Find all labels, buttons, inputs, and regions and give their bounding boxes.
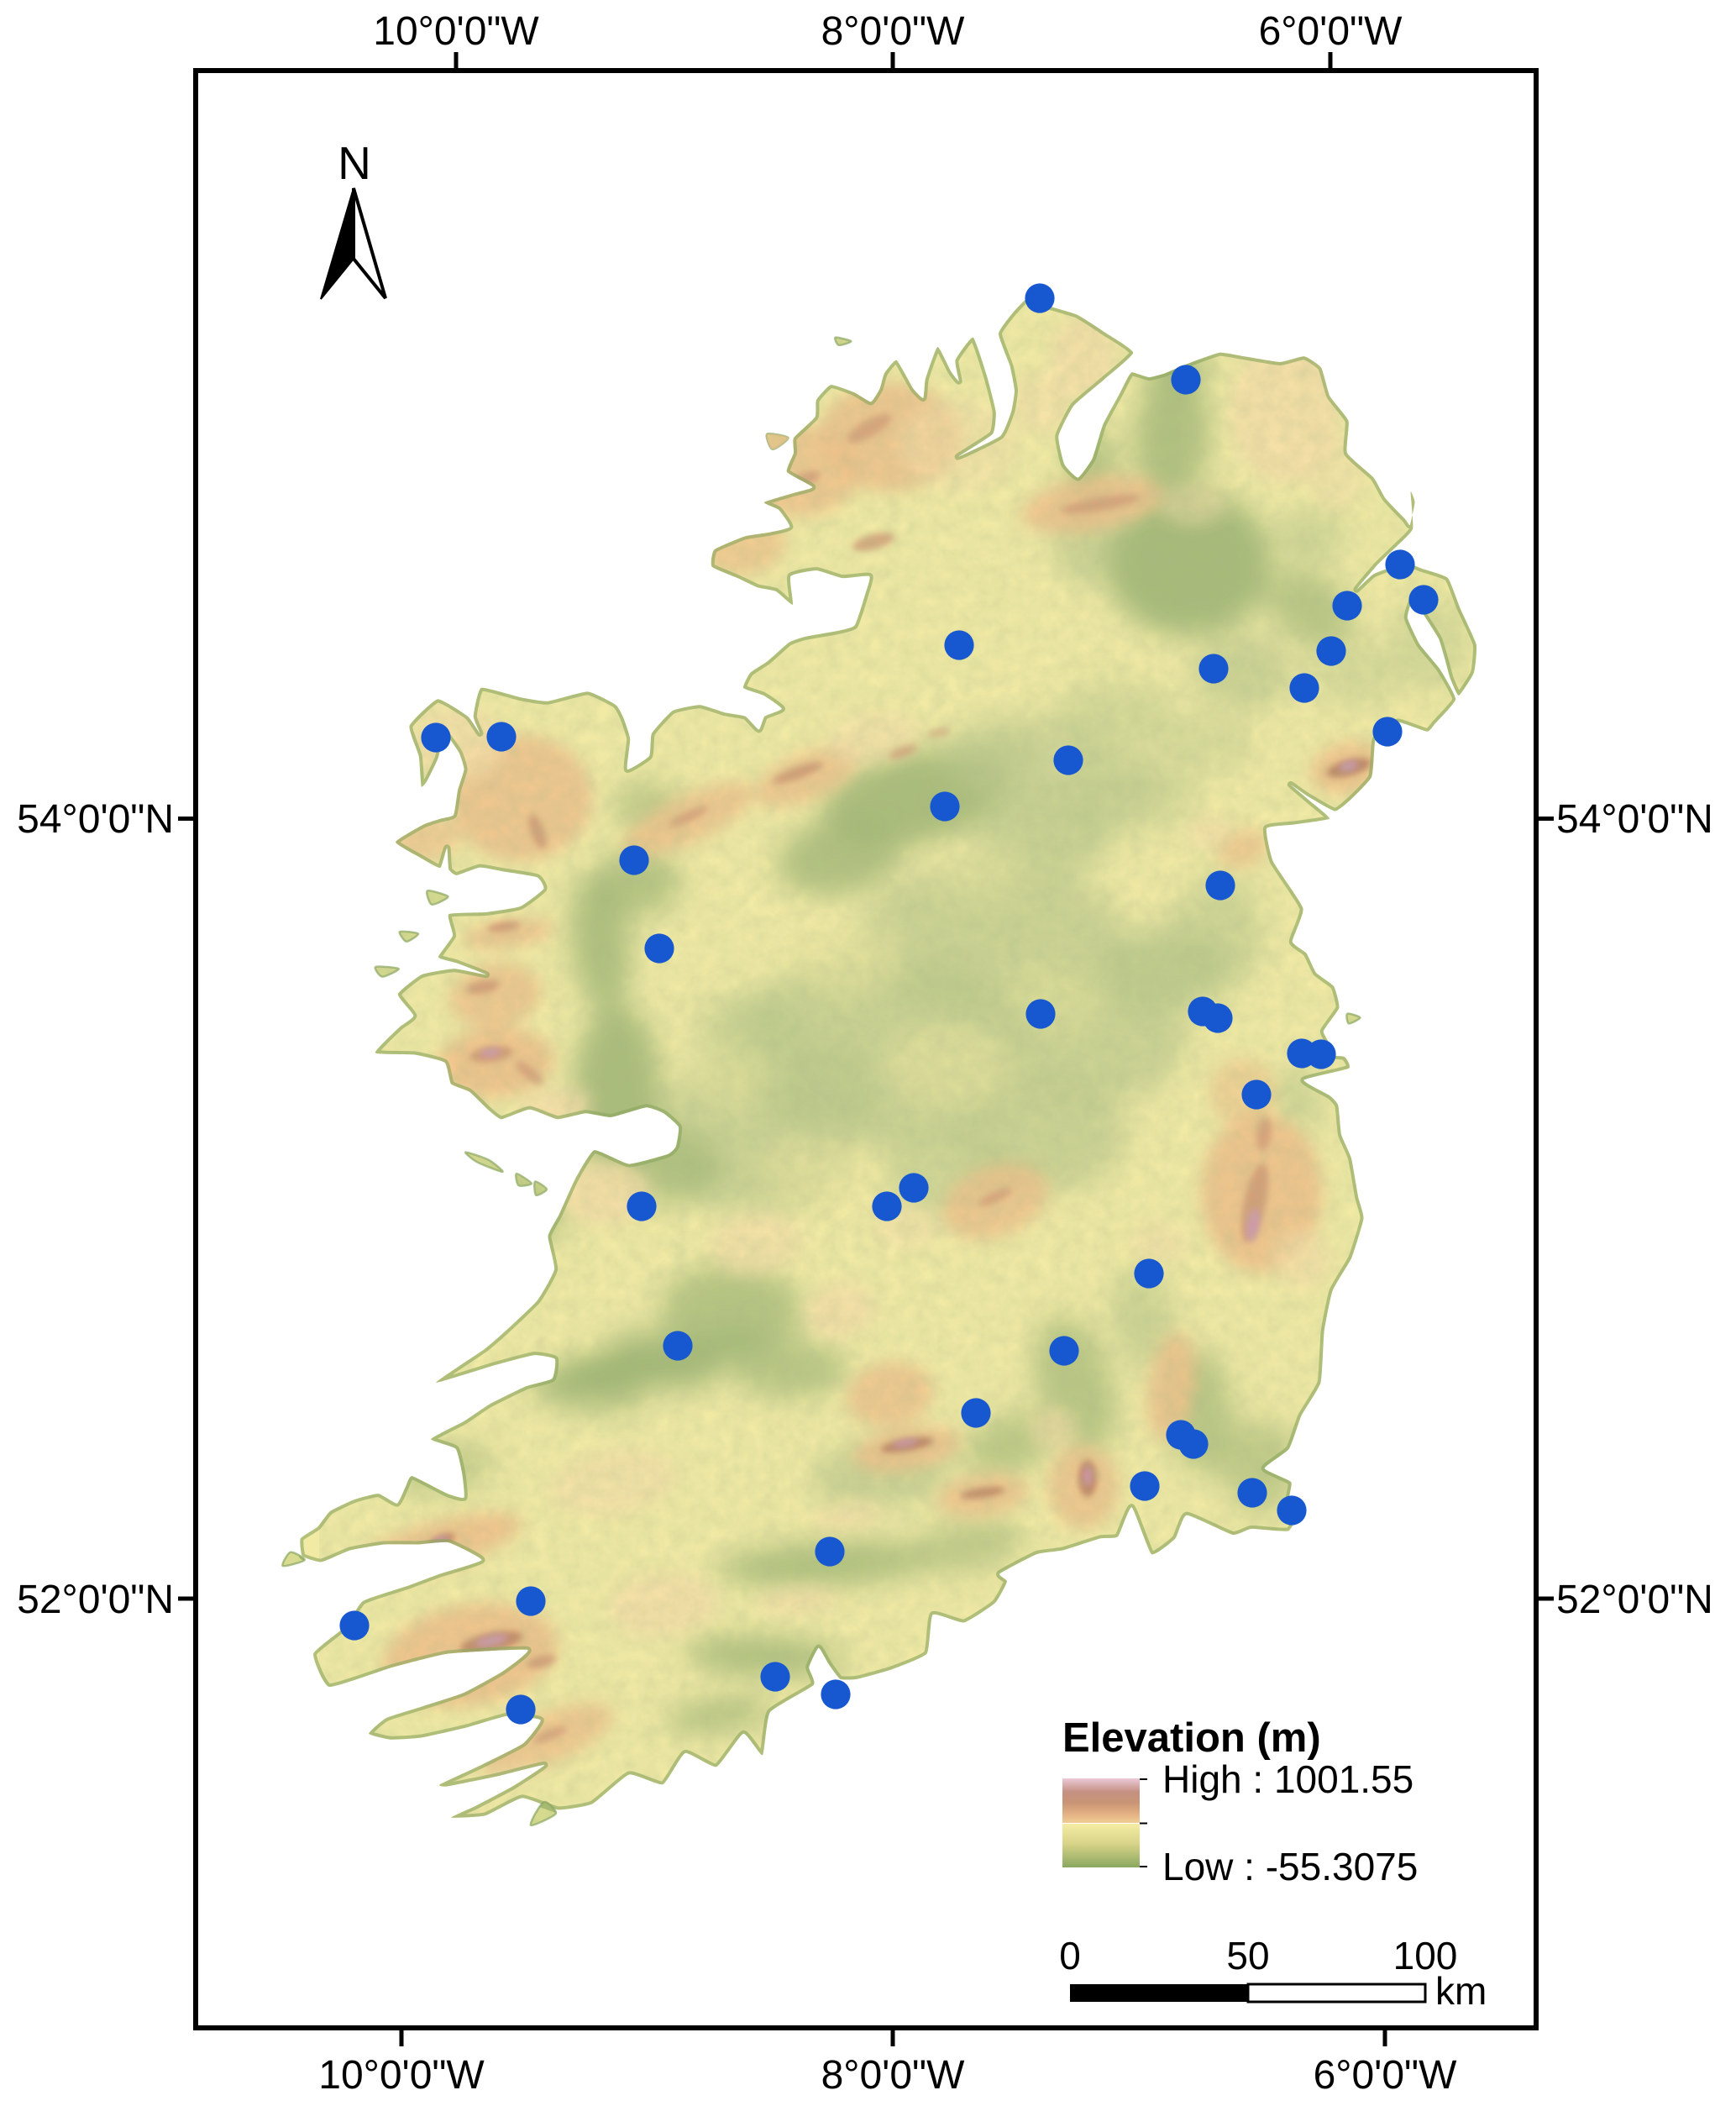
svg-text:10°0'0"W: 10°0'0"W [373,9,539,54]
svg-text:8°0'0"W: 8°0'0"W [821,2053,965,2098]
svg-text:10°0'0"W: 10°0'0"W [318,2053,485,2098]
svg-text:52°0'0"N: 52°0'0"N [1556,1578,1713,1622]
svg-text:6°0'0"W: 6°0'0"W [1314,2053,1457,2098]
svg-text:100: 100 [1393,1934,1458,1977]
svg-text:54°0'0"N: 54°0'0"N [17,797,174,842]
svg-text:8°0'0"W: 8°0'0"W [821,9,965,54]
svg-text:6°0'0"W: 6°0'0"W [1259,9,1403,54]
svg-text:Elevation (m): Elevation (m) [1062,1715,1321,1761]
svg-text:0: 0 [1059,1934,1081,1977]
svg-text:High : 1001.55: High : 1001.55 [1162,1757,1413,1801]
svg-text:52°0'0"N: 52°0'0"N [17,1578,174,1622]
svg-text:50: 50 [1226,1934,1269,1977]
svg-text:Low : -55.3075: Low : -55.3075 [1162,1845,1418,1888]
svg-text:km: km [1435,1969,1487,2013]
svg-text:54°0'0"N: 54°0'0"N [1556,797,1713,842]
svg-text:N: N [338,137,371,189]
